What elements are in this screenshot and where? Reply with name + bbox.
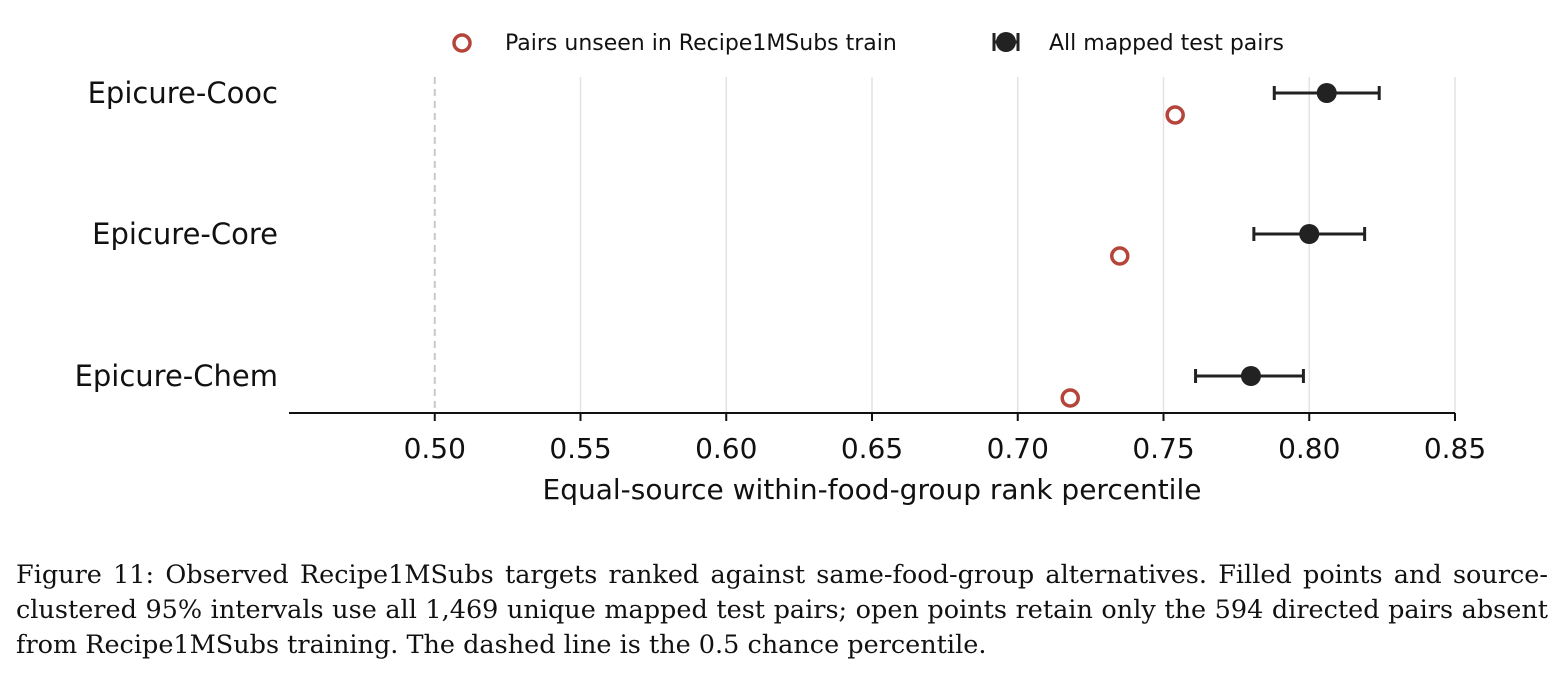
x-tick-label-0.55: 0.55 <box>549 432 611 465</box>
point-unseen-epicure-core <box>1110 246 1130 266</box>
point-all-epicure-core <box>1299 224 1320 244</box>
category-label-epicure-chem: Epicure-Chem <box>75 359 278 393</box>
x-tick-label-0.65: 0.65 <box>841 432 903 465</box>
x-tick-label-0.60: 0.60 <box>695 432 757 465</box>
point-all-epicure-chem <box>1240 366 1261 386</box>
legend: Pairs unseen in Recipe1MSubs train All m… <box>452 31 1284 56</box>
legend-label-unseen: Pairs unseen in Recipe1MSubs train <box>505 31 897 56</box>
point-unseen-epicure-chem <box>1060 388 1080 408</box>
x-ticks: 0.50 0.55 0.60 0.65 0.70 0.75 0.80 0.85 <box>404 413 1486 465</box>
x-tick-label-0.80: 0.80 <box>1278 432 1340 465</box>
legend-marker-unseen <box>452 33 472 53</box>
legend-label-all: All mapped test pairs <box>1049 31 1284 56</box>
point-unseen-epicure-cooc <box>1165 105 1185 125</box>
x-tick-label-0.75: 0.75 <box>1132 432 1194 465</box>
point-all-epicure-cooc <box>1316 83 1337 103</box>
x-tick-label-0.85: 0.85 <box>1424 432 1486 465</box>
category-labels: Epicure-Cooc Epicure-Core Epicure-Chem <box>75 76 278 393</box>
category-label-epicure-cooc: Epicure-Cooc <box>88 76 278 110</box>
chart: Pairs unseen in Recipe1MSubs train All m… <box>75 31 1487 506</box>
category-label-epicure-core: Epicure-Core <box>92 217 278 251</box>
x-tick-label-0.50: 0.50 <box>404 432 466 465</box>
x-tick-label-0.70: 0.70 <box>987 432 1049 465</box>
x-axis-title: Equal-source within-food-group rank perc… <box>543 473 1202 506</box>
figure-caption: Figure 11: Observed Recipe1MSubs targets… <box>16 560 1548 660</box>
grid <box>433 77 1456 413</box>
legend-marker-all <box>996 32 1016 52</box>
data-marks <box>1060 83 1381 408</box>
